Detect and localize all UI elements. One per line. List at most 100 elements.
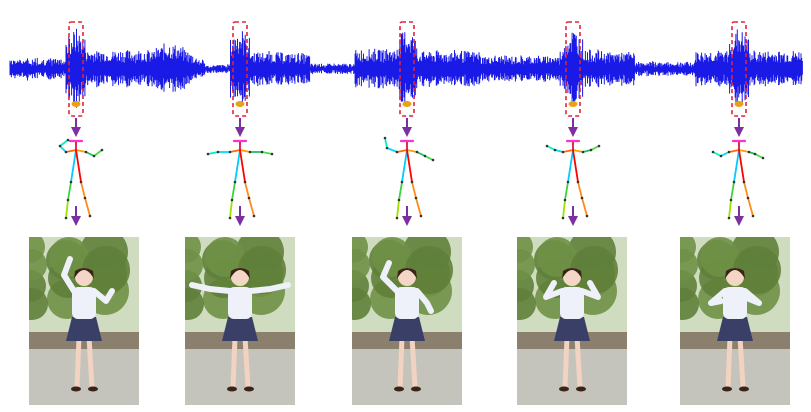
skeleton-limb [590, 145, 600, 151]
photo-foliage [700, 237, 740, 277]
skeleton-limb [244, 181, 250, 199]
skeleton-joint [742, 180, 746, 184]
skeleton-joint [228, 150, 232, 154]
skeleton-joint [431, 158, 435, 162]
skeleton-limb [234, 149, 241, 183]
skeleton-limb [577, 181, 583, 199]
dancer-shoe [576, 386, 586, 392]
photo-foliage [29, 249, 47, 281]
photo-foliage [405, 246, 453, 294]
dancer-leg [574, 336, 583, 388]
dancer-leg [409, 336, 418, 388]
photo-ground [517, 349, 627, 405]
dancer-skirt [66, 317, 102, 341]
skeleton-limb [733, 149, 740, 183]
beat-marker [402, 101, 412, 107]
skeleton-joint [597, 144, 601, 148]
photo-ground [680, 349, 790, 405]
dancer-skirt [389, 317, 425, 341]
skeleton-joint [66, 198, 70, 202]
skeleton-joint [83, 196, 87, 200]
skeleton-limb [75, 149, 87, 153]
skeleton-joint [419, 214, 423, 218]
dancer-leg [242, 336, 251, 388]
skeleton-joint [395, 216, 399, 220]
dancer-head [726, 268, 744, 286]
dancer-shoe [722, 386, 732, 392]
photo-steps [185, 332, 295, 352]
skeleton-joint [395, 150, 399, 154]
photo-foliage [517, 249, 535, 281]
skeleton-joint [415, 150, 419, 154]
skeleton-joint [753, 152, 757, 156]
skeleton-limb [720, 151, 730, 157]
skeleton-limb [564, 181, 569, 201]
skeleton-limb [248, 197, 255, 217]
skeleton-limb [747, 197, 754, 217]
skeleton-joint [58, 144, 62, 148]
audio-waveform [9, 28, 803, 108]
skeleton-joint [64, 216, 68, 220]
photo-steps [352, 332, 462, 352]
skeleton-limb [75, 149, 82, 183]
dancer-hair [74, 268, 94, 279]
photo-ground [352, 349, 462, 405]
beat-column [58, 21, 104, 226]
dance-video-frame [517, 237, 627, 405]
photo-foliage [352, 288, 371, 320]
dancer-leg [86, 336, 95, 388]
dance-photo [352, 237, 462, 405]
skeleton-joint [248, 150, 252, 154]
skeleton-joint [727, 216, 731, 220]
skeleton-limb [229, 199, 233, 219]
skeleton-joint [100, 148, 104, 152]
skeleton-limb [229, 149, 241, 153]
skeleton-limb [67, 181, 72, 201]
dancer-skirt [554, 317, 590, 341]
dancer-arm [742, 288, 762, 306]
photo-ground [29, 349, 139, 405]
skeleton-limb [406, 149, 418, 153]
photo-foliage [733, 246, 781, 294]
dance-video-frame [680, 237, 790, 405]
dancer-shoe [88, 386, 98, 392]
skeleton-limb [554, 149, 564, 153]
dancer-arm [247, 282, 291, 294]
dancer-shoe [227, 386, 237, 392]
skeleton-joint [576, 180, 580, 184]
skeleton-joint [585, 214, 589, 218]
skeleton-joint [751, 214, 755, 218]
skeleton-joint [92, 154, 96, 158]
skeleton-limb [59, 145, 67, 153]
skeleton-joint [206, 152, 210, 156]
skeleton-limb [84, 197, 91, 217]
skeleton-joint [747, 150, 751, 154]
skeleton-limb [562, 149, 574, 153]
skeleton-joint [385, 146, 389, 150]
dancer-leg [397, 336, 405, 388]
skeleton-limb [396, 199, 400, 219]
skeleton-limb [712, 151, 722, 157]
dance-video-frame [29, 237, 139, 405]
skeleton-limb [411, 181, 417, 199]
skeleton-limb [396, 149, 408, 153]
pose-skeleton [206, 139, 274, 220]
photo-foliage [517, 288, 536, 320]
dancer-shoe [411, 386, 421, 392]
skeleton-joint [414, 196, 418, 200]
dancer-head [231, 268, 249, 286]
dance-photo [517, 237, 627, 405]
skeleton-joint [581, 150, 585, 154]
skeleton-limb [239, 149, 251, 153]
photo-steps [517, 332, 627, 352]
skeleton-joint [84, 150, 88, 154]
skeleton-joint [88, 214, 92, 218]
dancer-arm [579, 280, 601, 300]
skeleton-limb [239, 149, 246, 183]
photo-foliage [680, 288, 699, 320]
skeleton-joint [233, 180, 237, 184]
skeleton-limb [730, 181, 735, 201]
pose-skeleton [383, 136, 435, 220]
dancer-arm [543, 280, 565, 300]
